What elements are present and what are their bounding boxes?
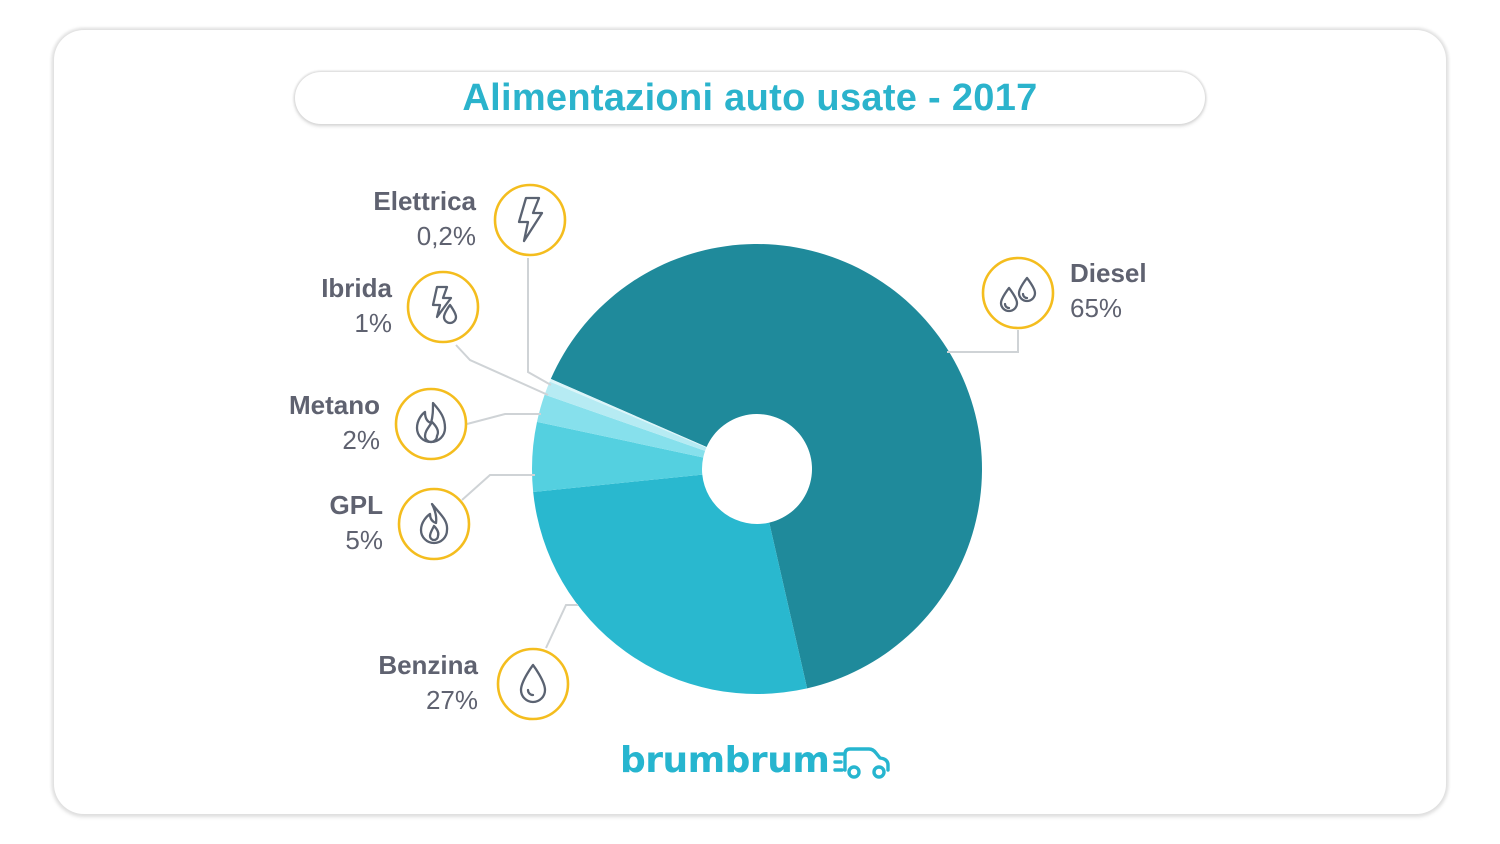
label-name: Benzina — [378, 650, 478, 680]
series-label-elettrica: Elettrica 0,2% — [373, 183, 567, 386]
label-value: 1% — [354, 308, 392, 338]
flame-icon — [397, 487, 471, 561]
leader-line — [527, 258, 552, 386]
drop-icon — [496, 647, 570, 721]
brand-logo: brumbrum — [620, 738, 891, 782]
series-label-metano: Metano 2% — [289, 387, 541, 461]
series-label-ibrida: Ibrida 1% — [321, 270, 549, 396]
slice-elettrica — [549, 378, 707, 448]
label-name: Elettrica — [373, 186, 476, 216]
label-name: Metano — [289, 390, 380, 420]
leader-line — [947, 330, 1019, 353]
leader-line — [461, 474, 535, 501]
leader-line — [466, 413, 541, 425]
slice-metano — [537, 394, 706, 458]
label-value: 2% — [342, 425, 380, 455]
chart-title: Alimentazioni auto usate - 2017 — [462, 76, 1038, 119]
bolt-drop-icon — [406, 270, 480, 344]
label-name: GPL — [330, 490, 384, 520]
label-name: Diesel — [1070, 258, 1147, 288]
slice-gpl — [532, 421, 704, 492]
series-label-gpl: GPL 5% — [330, 474, 535, 561]
fire-icon — [394, 387, 468, 461]
leader-line — [545, 604, 578, 649]
slice-ibrida — [544, 381, 707, 451]
label-value: 27% — [426, 685, 478, 715]
title-pill: Alimentazioni auto usate - 2017 — [295, 72, 1205, 124]
logo-text: brumbrum — [620, 739, 830, 781]
leader-line — [455, 344, 549, 396]
label-name: Ibrida — [321, 273, 392, 303]
slices — [532, 244, 983, 695]
label-value: 5% — [345, 525, 383, 555]
series-label-benzina: Benzina 27% — [378, 604, 578, 721]
series-label-diesel: Diesel 65% — [947, 256, 1147, 353]
slice-diesel — [550, 244, 983, 689]
double-drop-icon — [981, 256, 1055, 330]
bolt-icon — [493, 183, 567, 257]
label-value: 0,2% — [417, 221, 476, 251]
slice-benzina — [533, 474, 808, 695]
label-value: 65% — [1070, 293, 1122, 323]
car-speed-icon — [833, 747, 891, 779]
